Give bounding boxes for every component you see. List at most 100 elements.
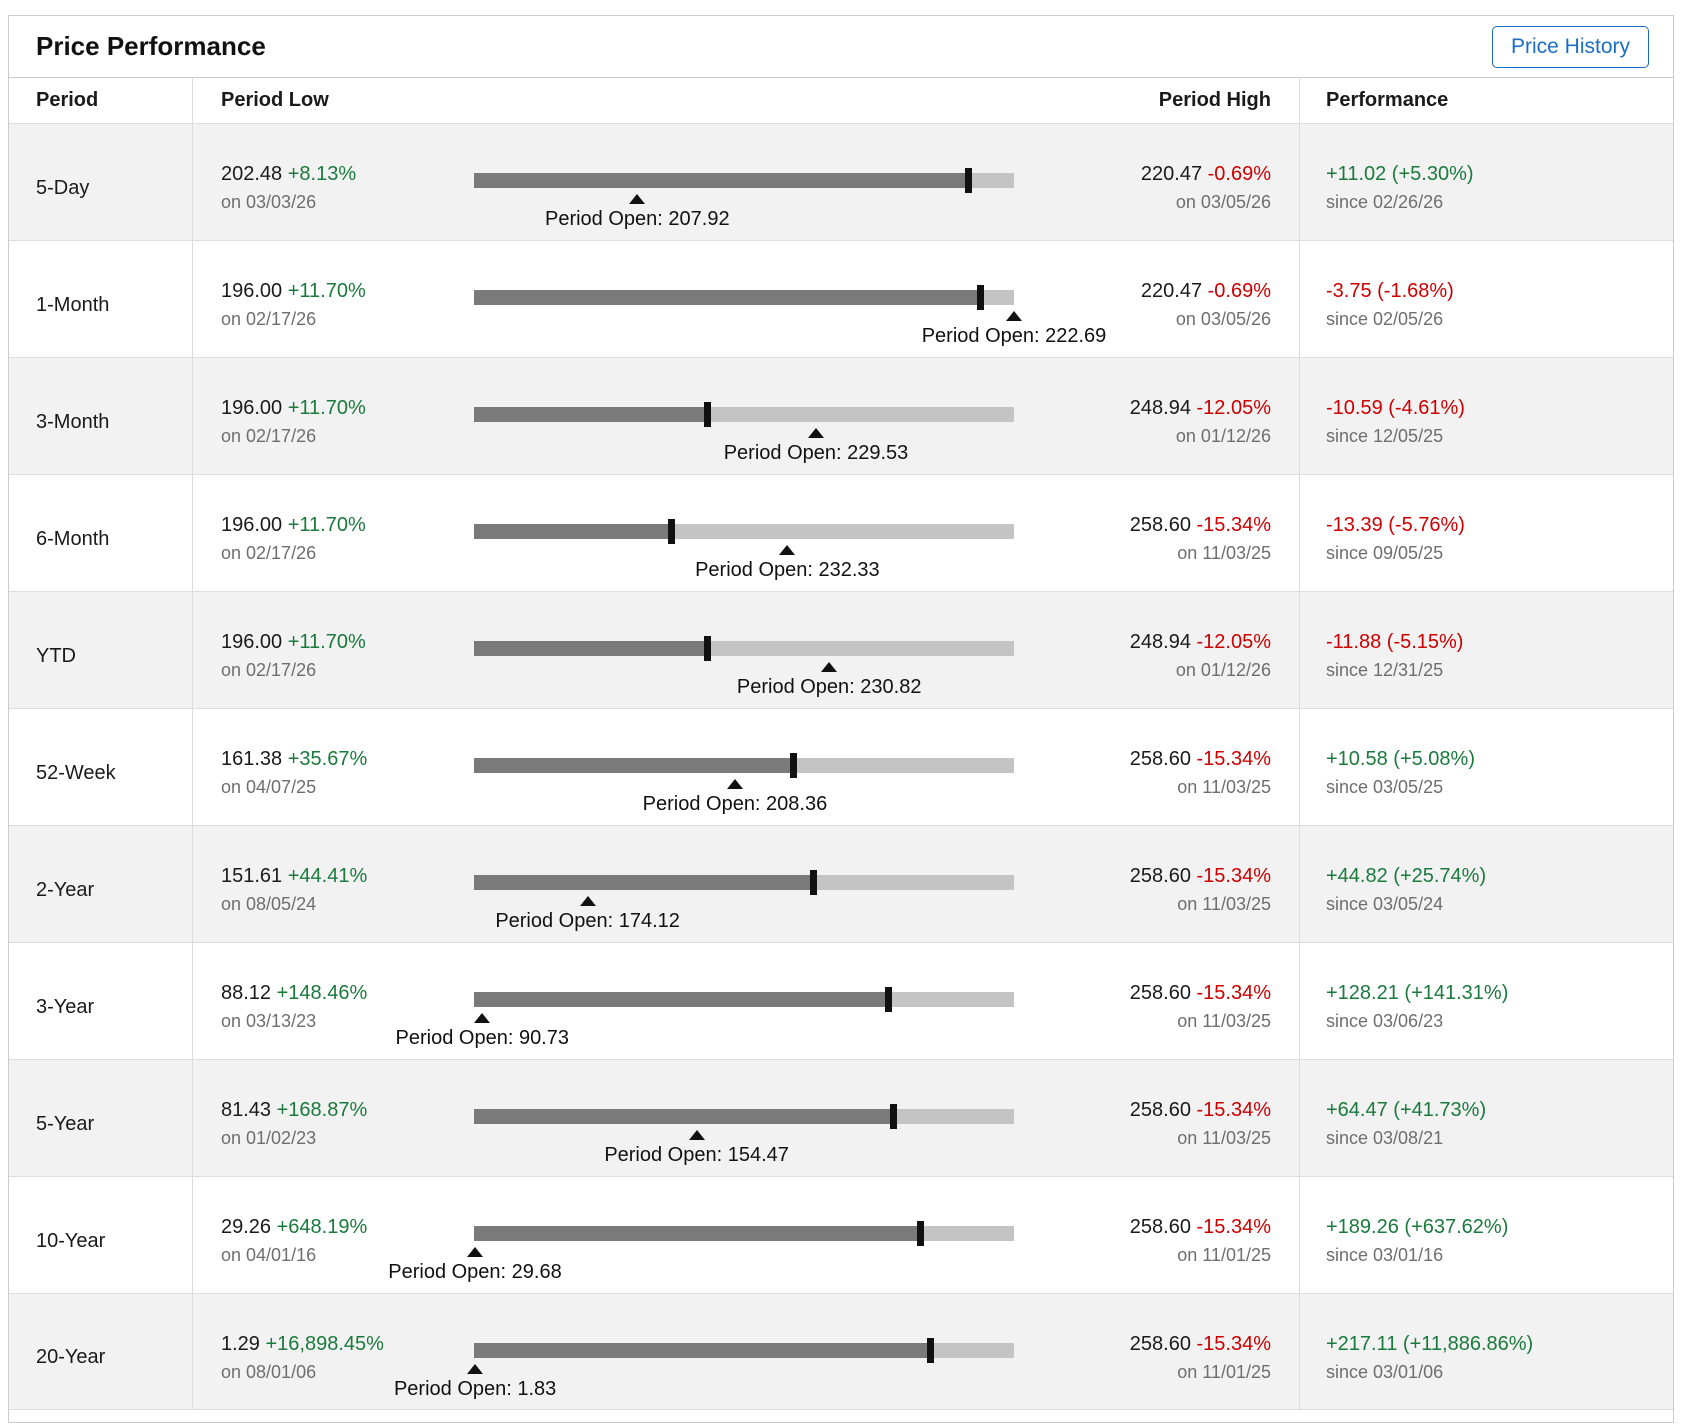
performance-date: since 03/05/24 [1326,894,1444,914]
period-label: 5-Year [9,1060,193,1176]
high-price-line: 258.60 -15.34% [1130,1330,1271,1358]
low-price-line: 161.38 +35.67% [221,745,367,773]
low-date: on 04/07/25 [221,777,317,797]
low-date: on 02/17/26 [221,543,317,563]
high-change-pct: -0.69% [1207,163,1271,185]
gauge-fill [474,992,889,1007]
high-change-pct: -15.34% [1196,1333,1272,1355]
performance-cell: -3.75 (-1.68%) since 02/05/26 [1299,241,1673,357]
period-high-cell: 258.60 -15.34% on 11/03/25 [1130,1096,1271,1152]
performance-date: since 12/31/25 [1326,660,1444,680]
price-range-gauge: Period Open: 90.73 [396,943,1014,1060]
period-open-label: Period Open: 229.53 [723,442,909,464]
current-price-marker [810,870,818,895]
table-row: 3-Year 88.12 +148.46% on 03/13/23 Period… [9,942,1673,1059]
price-range-gauge: Period Open: 1.83 [394,1294,1014,1411]
low-change-pct: +11.70% [287,280,366,302]
period-range-cell: 202.48 +8.13% on 03/03/26 Period Open: 2… [193,124,1299,240]
low-date: on 08/01/06 [221,1362,317,1382]
period-open-label: Period Open: 90.73 [395,1027,569,1049]
column-header-performance: Performance [1299,78,1673,123]
period-open-triangle-icon [467,1364,484,1374]
table-header-row: Period Period Low Period High Performanc… [9,78,1673,123]
high-value: 258.60 [1129,982,1191,1004]
period-range-cell: 1.29 +16,898.45% on 08/01/06 Period Open… [193,1294,1299,1409]
low-value: 151.61 [221,865,283,887]
high-change-pct: -15.34% [1196,1099,1272,1121]
high-value: 258.60 [1129,748,1191,770]
performance-cell: +128.21 (+141.31%) since 03/06/23 [1299,943,1673,1059]
period-range-cell: 196.00 +11.70% on 02/17/26 Period Open: … [193,241,1299,357]
performance-value: -11.88 (-5.15%) [1326,631,1464,653]
high-price-line: 258.60 -15.34% [1130,1096,1271,1124]
current-price-marker [889,1104,897,1129]
performance-date: since 03/06/23 [1326,1011,1444,1031]
performance-value: +189.26 (+637.62%) [1326,1216,1509,1238]
period-high-cell: 248.94 -12.05% on 01/12/26 [1130,394,1271,450]
high-value: 220.47 [1140,163,1203,185]
period-open-label: Period Open: 208.36 [642,793,828,815]
table-row: 10-Year 29.26 +648.19% on 04/01/16 Perio… [9,1176,1673,1293]
performance-cell: +64.47 (+41.73%) since 03/08/21 [1299,1060,1673,1176]
period-high-cell: 220.47 -0.69% on 03/05/26 [1141,277,1271,333]
table-row: 5-Day 202.48 +8.13% on 03/03/26 Period O… [9,123,1673,240]
high-value: 248.94 [1129,397,1191,419]
gauge-fill [474,524,672,539]
low-change-pct: +11.70% [287,631,366,653]
gauge-fill [474,1343,931,1358]
low-value: 202.48 [221,163,283,185]
period-open-label: Period Open: 154.47 [604,1144,789,1166]
gauge-fill [474,290,981,305]
period-open-triangle-icon [579,896,596,906]
price-range-gauge: Period Open: 232.33 [474,475,1014,592]
period-label: 2-Year [9,826,193,942]
high-date: on 11/03/25 [1177,1128,1271,1148]
low-price-line: 196.00 +11.70% [221,511,366,539]
high-change-pct: -15.34% [1196,748,1272,770]
performance-value: +217.11 (+11,886.86%) [1326,1333,1534,1355]
period-high-cell: 220.47 -0.69% on 03/05/26 [1141,160,1271,216]
period-label: 20-Year [9,1294,193,1409]
low-value: 196.00 [221,280,283,302]
low-price-line: 202.48 +8.13% [221,160,356,188]
period-high-cell: 258.60 -15.34% on 11/03/25 [1130,745,1271,801]
performance-cell: +11.02 (+5.30%) since 02/26/26 [1299,124,1673,240]
low-price-line: 29.26 +648.19% [221,1213,367,1241]
performance-value: +11.02 (+5.30%) [1326,163,1474,185]
high-value: 258.60 [1129,1216,1191,1238]
period-range-cell: 88.12 +148.46% on 03/13/23 Period Open: … [193,943,1299,1059]
low-price-line: 151.61 +44.41% [221,862,367,890]
current-price-marker [704,402,712,427]
high-change-pct: -15.34% [1196,514,1272,536]
low-change-pct: +44.41% [287,865,368,887]
low-value: 29.26 [221,1216,272,1238]
high-price-line: 258.60 -15.34% [1130,745,1271,773]
high-date: on 11/03/25 [1177,777,1271,797]
high-change-pct: -0.69% [1207,280,1271,302]
high-change-pct: -12.05% [1196,397,1272,419]
table-row: 6-Month 196.00 +11.70% on 02/17/26 Perio… [9,474,1673,591]
low-price-line: 196.00 +11.70% [221,628,366,656]
price-history-button[interactable]: Price History [1491,25,1649,68]
low-date: on 02/17/26 [221,426,317,446]
current-price-marker [964,168,972,193]
period-high-cell: 258.60 -15.34% on 11/03/25 [1130,862,1271,918]
table-row: 1-Month 196.00 +11.70% on 02/17/26 Perio… [9,240,1673,357]
high-value: 258.60 [1129,1099,1191,1121]
period-low-cell: 196.00 +11.70% on 02/17/26 [221,511,366,567]
performance-date: since 02/26/26 [1326,192,1444,212]
period-range-cell: 29.26 +648.19% on 04/01/16 Period Open: … [193,1177,1299,1293]
performance-date: since 03/01/16 [1326,1245,1444,1265]
low-value: 196.00 [221,514,283,536]
high-date: on 03/05/26 [1175,309,1271,329]
low-value: 1.29 [221,1333,260,1355]
current-price-marker [790,753,798,778]
table-row: 2-Year 151.61 +44.41% on 08/05/24 Period… [9,825,1673,942]
price-range-gauge: Period Open: 207.92 [474,124,1014,241]
low-date: on 02/17/26 [221,309,317,329]
high-date: on 11/03/25 [1177,543,1271,563]
performance-cell: +189.26 (+637.62%) since 03/01/16 [1299,1177,1673,1293]
table-body: 5-Day 202.48 +8.13% on 03/03/26 Period O… [9,123,1673,1410]
low-change-pct: +648.19% [276,1216,368,1238]
low-date: on 02/17/26 [221,660,317,680]
